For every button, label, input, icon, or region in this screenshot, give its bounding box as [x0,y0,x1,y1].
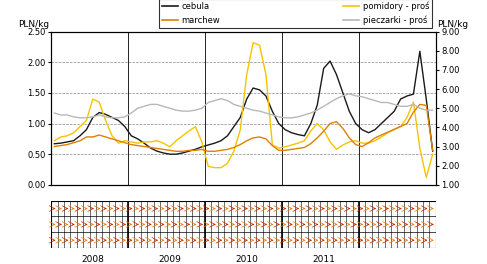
Text: 2011: 2011 [312,255,335,264]
Text: 2008: 2008 [81,255,104,264]
Text: 2010: 2010 [235,255,258,264]
Text: PLN/kg: PLN/kg [19,20,50,29]
Text: 2009: 2009 [158,255,181,264]
Text: PLN/kg: PLN/kg [437,20,468,29]
Legend: cebula, marchew, pomidory - proś, pieczarki - proś: cebula, marchew, pomidory - proś, piecza… [159,0,431,27]
